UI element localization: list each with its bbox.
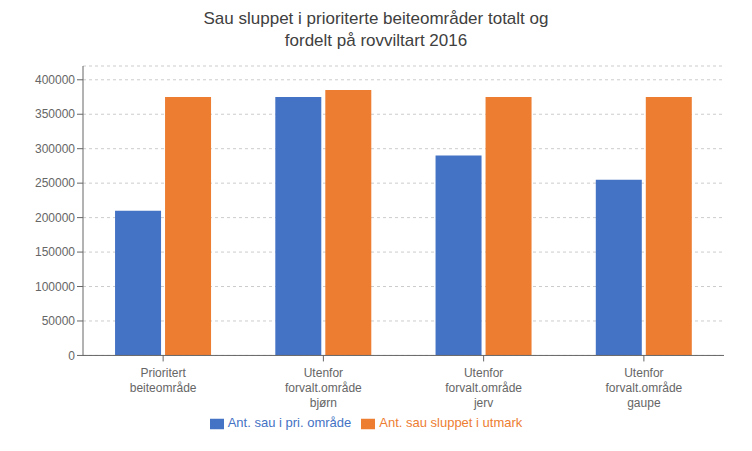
svg-text:200000: 200000 xyxy=(35,211,75,225)
svg-text:0: 0 xyxy=(68,349,75,363)
html-text:fordelt på rovviltart 2016: fordelt på rovviltart 2016 xyxy=(284,31,468,50)
svg-text:250000: 250000 xyxy=(35,176,75,190)
svg-text:50000: 50000 xyxy=(42,314,76,328)
svg-text:Utenforforvalt.områdegaupe: Utenforforvalt.områdegaupe xyxy=(606,366,683,410)
svg-text:Utenforforvalt.områdejerv: Utenforforvalt.områdejerv xyxy=(445,366,522,410)
svg-text:Utenforforvalt.områdebjørn: Utenforforvalt.områdebjørn xyxy=(285,366,362,410)
svg-text:100000: 100000 xyxy=(35,280,75,294)
svg-text:150000: 150000 xyxy=(35,245,75,259)
svg-text:400000: 400000 xyxy=(35,73,75,87)
svg-text:350000: 350000 xyxy=(35,107,75,121)
svg-text:Prioritertbeiteområde: Prioritertbeiteområde xyxy=(130,366,197,395)
html-text:Ant. sau i pri. område: Ant. sau i pri. område xyxy=(227,415,352,431)
html-text:Sau sluppet i prioriterte beit: Sau sluppet i prioriterte beiteområder t… xyxy=(203,9,549,28)
html-text:Ant. sau sluppet i utmark: Ant. sau sluppet i utmark xyxy=(379,415,523,431)
svg-text:300000: 300000 xyxy=(35,142,75,156)
